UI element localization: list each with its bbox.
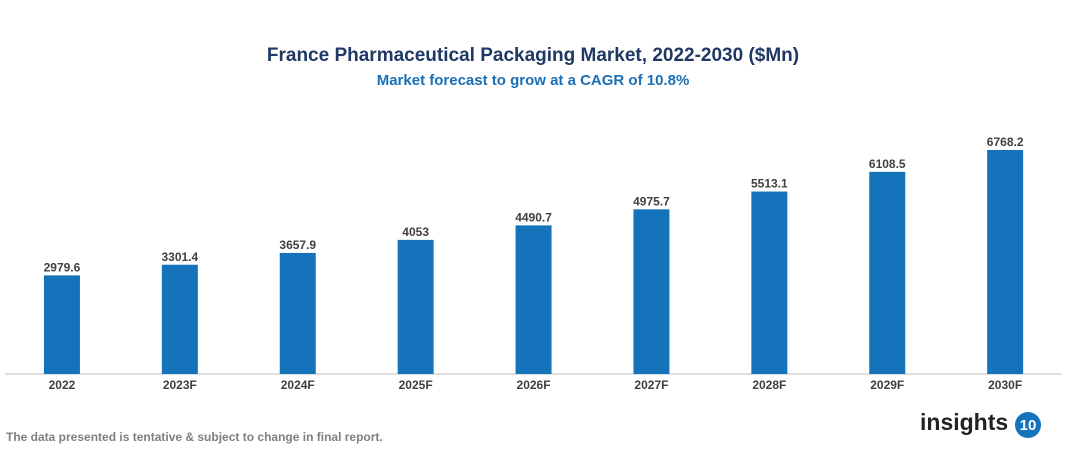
bar: [633, 209, 670, 374]
logo-badge: [1015, 412, 1041, 438]
logo: insights 10: [920, 409, 1041, 438]
value-label: 6108.5: [869, 157, 906, 171]
value-label: 4490.7: [515, 211, 552, 225]
x-tick-label: 2024F: [281, 378, 315, 392]
value-label: 6768.2: [987, 135, 1024, 149]
value-label: 4053: [402, 225, 429, 239]
value-label: 2979.6: [44, 261, 81, 275]
x-tick-label: 2025F: [399, 378, 433, 392]
bar: [397, 239, 434, 374]
chart-title: France Pharmaceutical Packaging Market, …: [267, 45, 799, 66]
x-tick-label: 2027F: [634, 378, 668, 392]
x-tick-label: 2026F: [517, 378, 551, 392]
value-label: 5513.1: [751, 177, 788, 191]
x-tick-label: 2029F: [870, 378, 904, 392]
bar: [987, 150, 1024, 374]
logo-badge-text: 10: [1020, 417, 1037, 434]
footnote: The data presented is tentative & subjec…: [6, 430, 383, 444]
chart-subtitle: Market forecast to grow at a CAGR of 10.…: [377, 72, 690, 89]
logo-text: insights: [920, 409, 1008, 435]
bar: [161, 264, 198, 374]
bar: [43, 275, 80, 374]
bar: [751, 191, 788, 374]
x-tick-label: 2022: [49, 378, 76, 392]
value-label: 4975.7: [633, 194, 670, 208]
bar: [515, 225, 552, 374]
x-tick-label: 2030F: [988, 378, 1022, 392]
x-tick-label: 2023F: [163, 378, 197, 392]
bar: [279, 252, 316, 374]
value-label: 3657.9: [279, 238, 316, 252]
bar: [869, 171, 906, 374]
x-tick-label: 2028F: [752, 378, 786, 392]
value-label: 3301.4: [161, 250, 198, 264]
